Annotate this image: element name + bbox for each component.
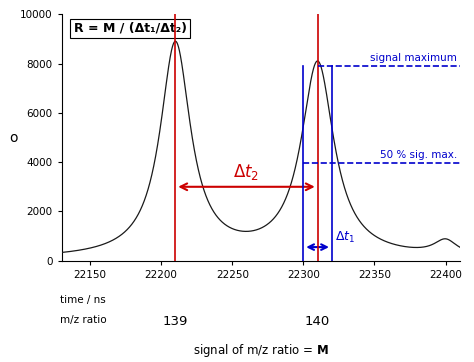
Text: 139: 139 <box>163 315 188 328</box>
Text: signal maximum: signal maximum <box>370 53 457 63</box>
Text: time / ns: time / ns <box>60 295 105 305</box>
Text: $\Delta t_1$: $\Delta t_1$ <box>335 230 355 245</box>
Text: 140: 140 <box>305 315 330 328</box>
Text: R = M / (Δt₁/Δt₂): R = M / (Δt₁/Δt₂) <box>73 22 187 35</box>
Text: $\Delta t_2$: $\Delta t_2$ <box>233 162 260 182</box>
Text: signal of m/z ratio = $\mathbf{M}$: signal of m/z ratio = $\mathbf{M}$ <box>193 342 328 359</box>
Text: 50 % sig. max.: 50 % sig. max. <box>380 151 457 160</box>
Y-axis label: o: o <box>9 131 17 144</box>
Text: m/z ratio: m/z ratio <box>60 315 106 325</box>
